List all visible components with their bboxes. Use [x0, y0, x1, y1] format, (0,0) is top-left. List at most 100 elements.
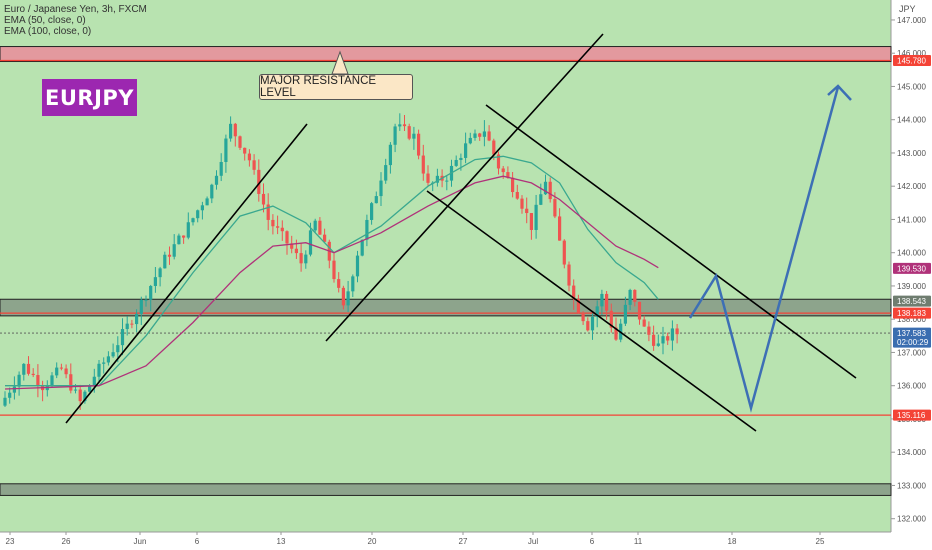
support-zone-lower: [0, 483, 892, 496]
candle-body: [224, 138, 228, 162]
candle-body: [17, 374, 21, 387]
candle-body: [605, 293, 609, 311]
candle-body: [534, 204, 538, 230]
candle-body: [501, 168, 505, 173]
channel-lower-line[interactable]: [426, 190, 757, 432]
y-tick-label: 143.000: [897, 149, 926, 158]
candle-body: [50, 375, 54, 386]
candle-body: [464, 143, 468, 158]
price-tag: [893, 307, 931, 319]
candle-body: [261, 193, 266, 205]
legend-ema50[interactable]: EMA (50, close, 0): [4, 15, 86, 26]
candle-body: [12, 386, 16, 393]
candle-body: [233, 123, 237, 137]
candle-body: [360, 239, 364, 256]
support-zone-middle: [0, 298, 892, 317]
candle-body: [219, 161, 223, 176]
candle-body: [318, 220, 322, 235]
candle-body: [172, 244, 176, 257]
candle-body: [543, 181, 548, 195]
candle-body: [548, 181, 552, 200]
legend-title[interactable]: Euro / Japanese Yen, 3h, FXCM: [4, 4, 147, 15]
price-tag: [893, 409, 931, 421]
candle-body: [417, 133, 421, 156]
x-tick-label: 6: [590, 537, 595, 546]
candle-body: [652, 334, 656, 346]
y-tick-label: 136.000: [897, 382, 926, 391]
zones-layer: [0, 46, 892, 496]
candle-body: [323, 234, 327, 242]
candle-body: [572, 285, 576, 299]
chart-legend: Euro / Japanese Yen, 3h, FXCM EMA (50, c…: [4, 4, 147, 37]
trendline-uptrend-1[interactable]: [65, 123, 308, 424]
candle-body: [666, 336, 670, 341]
candle-body: [308, 230, 313, 255]
currency-label: JPY: [899, 4, 916, 14]
trendline-uptrend-2[interactable]: [325, 33, 604, 342]
x-tick-label: 13: [277, 537, 286, 546]
candle-body: [144, 299, 148, 301]
candle-body: [294, 248, 298, 254]
candle-body: [200, 205, 204, 211]
candle-body: [586, 321, 590, 331]
candle-body: [365, 219, 369, 240]
candle-body: [247, 153, 251, 161]
candle-body: [478, 133, 482, 137]
candle-body: [656, 343, 660, 346]
candle-body: [581, 312, 585, 322]
channel-upper-line[interactable]: [485, 104, 857, 379]
candle-body: [280, 227, 284, 232]
candle-body: [482, 131, 486, 137]
candle-body: [435, 175, 439, 183]
candle-body: [398, 124, 402, 127]
candle-body: [116, 345, 120, 353]
legend-ema100[interactable]: EMA (100, close, 0): [4, 26, 92, 37]
candle-body: [78, 389, 82, 402]
candle-body: [351, 276, 355, 292]
y-tick-label: 144.000: [897, 116, 926, 125]
candle-body: [210, 184, 214, 199]
candle-body: [186, 222, 190, 238]
candle-body: [214, 175, 219, 185]
candle-body: [496, 154, 501, 169]
x-tick-label: 20: [368, 537, 377, 546]
candle-body: [370, 203, 374, 220]
candle-body: [670, 328, 674, 341]
candle-body: [120, 329, 125, 346]
candle-body: [26, 363, 31, 374]
candle-body: [539, 194, 543, 205]
candle-body: [637, 301, 642, 320]
price-tag-label: 135.116: [897, 411, 926, 420]
candle-body: [511, 177, 515, 193]
candle-body: [642, 319, 646, 327]
price-tags-layer: 145.780 139.530 138.543 138.183 137.58302:00…: [893, 55, 931, 421]
candle-body: [135, 313, 139, 325]
y-tick-label: 139.000: [897, 282, 926, 291]
x-tick-label: 23: [6, 537, 15, 546]
candle-body: [473, 133, 477, 138]
price-tag-label: 138.543: [897, 297, 926, 306]
y-tick-label: 138.000: [897, 315, 926, 324]
candle-body: [388, 144, 392, 166]
candle-body: [374, 196, 378, 204]
candle-body: [614, 327, 618, 340]
candle-body: [506, 172, 510, 178]
candle-body: [229, 123, 233, 139]
y-tick-label: 134.000: [897, 448, 926, 457]
candle-body: [407, 126, 411, 139]
resistance-callout: MAJOR RESISTANCE LEVEL: [259, 74, 413, 100]
time-axis[interactable]: 23 26 Jun 6 13 20 27 Jul 6 11 18 25: [6, 532, 825, 546]
candle-body: [609, 310, 613, 328]
candle-body: [459, 157, 463, 160]
drawings-layer: [65, 33, 857, 432]
candle-body: [69, 374, 73, 391]
candle-body: [97, 363, 101, 377]
y-tick-label: 137.000: [897, 348, 926, 357]
candle-body: [341, 287, 345, 306]
price-tag: [893, 55, 931, 67]
projection-path[interactable]: [688, 86, 840, 413]
time-axis-background[interactable]: [0, 532, 932, 550]
candle-body: [92, 376, 96, 386]
